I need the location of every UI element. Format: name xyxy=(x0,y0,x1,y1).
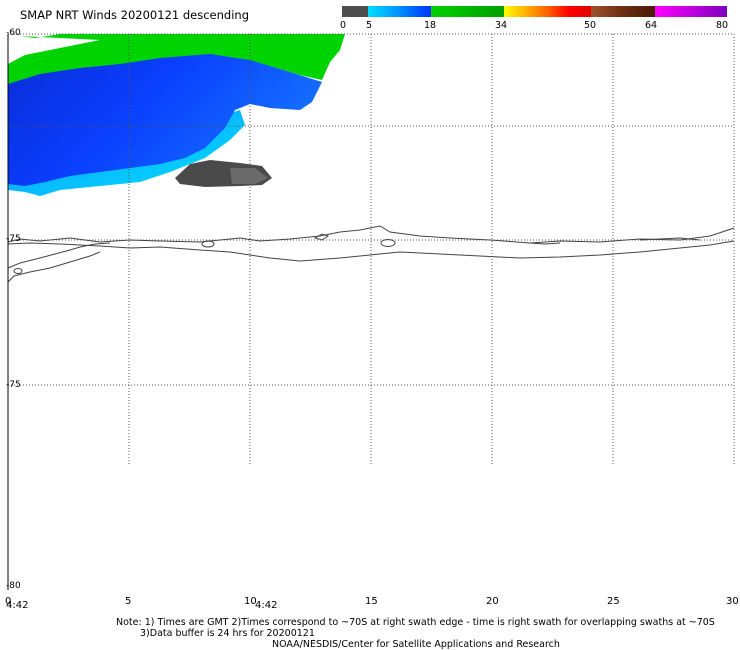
x-label-0: 0 xyxy=(5,596,12,607)
antarctic-coastline xyxy=(7,225,735,283)
colorbar-tick-0: 0 xyxy=(340,20,347,31)
time-label-1: 4:42 xyxy=(6,600,29,611)
y-label-minus-75: -75 xyxy=(6,380,21,390)
y-label-minus-75-upper: -75 xyxy=(6,234,21,244)
x-label-30: 30 xyxy=(726,596,739,607)
x-label-5: 5 xyxy=(125,596,132,607)
colorbar-green-segment xyxy=(431,6,504,17)
colorbar-tick-5: 5 xyxy=(366,20,373,31)
colorbar-magenta-segment xyxy=(655,6,727,17)
x-label-15: 15 xyxy=(365,596,378,607)
x-label-20: 20 xyxy=(486,596,499,607)
colorbar-tick-34: 34 xyxy=(495,20,508,31)
colorbar-cyan-blue-segment xyxy=(368,6,431,17)
x-label-10: 10 xyxy=(244,596,257,607)
wind-region-blue xyxy=(8,54,322,186)
y-label-minus-60: -60 xyxy=(6,28,21,38)
map-title: SMAP NRT Winds 20200121 descending xyxy=(20,8,249,22)
note-line-2: 3)Data buffer is 24 hrs for 20200121 xyxy=(140,628,315,639)
colorbar-tick-64: 64 xyxy=(645,20,658,31)
colorbar-tick-80: 80 xyxy=(716,20,729,31)
colorbar-yellow-red-segment xyxy=(504,6,591,17)
colorbar-gray-segment xyxy=(342,6,368,17)
credit-line: NOAA/NESDIS/Center for Satellite Applica… xyxy=(272,639,560,650)
wind-speed-colorbar xyxy=(342,6,727,17)
wind-swath xyxy=(8,34,345,196)
note-line-1: Note: 1) Times are GMT 2)Times correspon… xyxy=(116,617,715,628)
wind-region-gray-light xyxy=(230,168,268,184)
x-label-25: 25 xyxy=(607,596,620,607)
time-label-2: 4:42 xyxy=(255,600,278,611)
colorbar-tick-18: 18 xyxy=(424,20,437,31)
colorbar-tick-50: 50 xyxy=(584,20,597,31)
left-axis xyxy=(7,34,9,590)
y-label-minus-80: -80 xyxy=(6,581,21,591)
colorbar-brown-segment xyxy=(591,6,655,17)
